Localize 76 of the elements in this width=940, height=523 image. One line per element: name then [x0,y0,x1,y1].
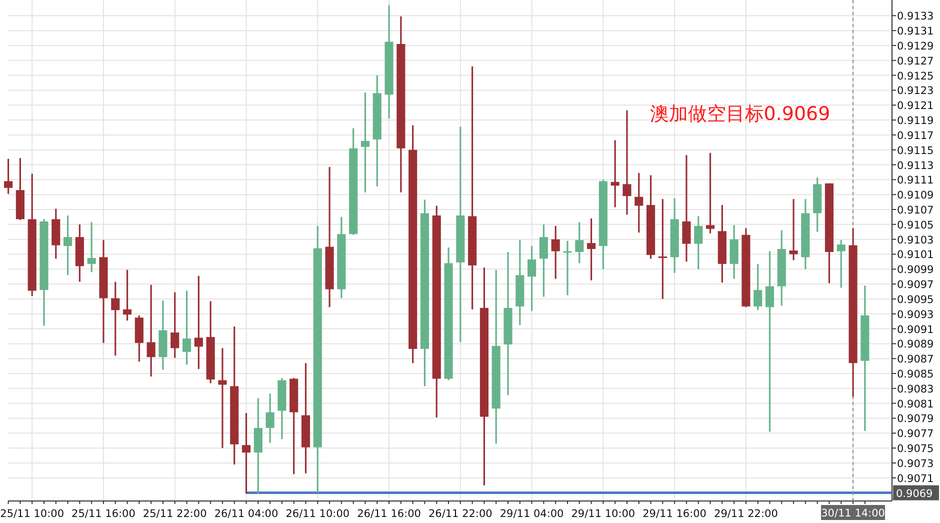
candlestick [122,269,132,322]
y-tick-label: 0.9101 [897,249,934,262]
y-tick-label: 0.9095 [897,294,934,306]
x-tick-label: 29/11 10:00 [571,508,636,520]
candlestick [4,158,13,195]
y-tick-label: 0.9097 [897,279,934,292]
candlestick [587,218,596,282]
y-tick-label: 0.9119 [897,115,934,128]
x-tick-label: 30/11 14:00 [821,508,885,520]
x-tick-label: 26/11 10:00 [286,508,350,520]
y-tick-label: 0.9073 [897,458,934,470]
y-tick-label: 0.9109 [897,190,934,202]
y-tick-label: 0.9121 [897,100,934,112]
y-tick-label: 0.9091 [897,324,934,336]
y-tick-label: 0.9079 [897,413,934,426]
y-tick-label: 0.9089 [897,338,934,351]
candlestick [682,154,691,262]
candlestick [360,92,370,194]
y-tick-label: 0.9111 [897,174,934,187]
y-tick-label: 0.9087 [897,354,934,366]
y-tick-label: 0.9113 [897,160,934,172]
y-tick-label: 0.9117 [897,130,934,142]
y-tick-label: 0.9099 [897,264,934,276]
x-tick-label: 29/11 04:00 [500,508,564,520]
candlestick [754,263,762,311]
y-tick-label: 0.9133 [897,10,934,23]
annotation: 澳加做空目标0.9069 [650,103,830,125]
candlestick [170,291,180,359]
y-tick-label: 0.9129 [897,40,934,52]
candlestick [182,290,192,366]
candlestick [575,221,584,264]
x-tick-label: 26/11 22:00 [428,508,492,520]
y-tick-label: 0.9083 [897,383,934,396]
candlestick [789,198,798,261]
x-tick-label: 25/11 16:00 [72,508,136,520]
candlestick [765,250,774,432]
candlestick [706,152,715,234]
y-tick-label: 0.9107 [897,204,934,216]
y-tick-label: 0.9115 [897,144,934,157]
candlestick [194,275,203,370]
y-tick-label: 0.9077 [897,428,934,440]
y-tick-label: 0.9127 [897,55,934,68]
candlestick [658,198,667,300]
y-tick-label: 0.9071 [897,472,934,485]
candlestick [563,240,572,296]
candlestick [146,284,156,378]
x-tick-label: 26/11 16:00 [357,508,421,520]
y-tick-label: 0.9105 [897,219,934,232]
candlestick [694,215,703,270]
y-tick-label: 0.9125 [897,70,934,82]
y-tick-label: 0.9075 [897,443,934,456]
y-tick-label: 0.9081 [897,398,934,410]
x-tick-label: 29/11 22:00 [714,508,778,520]
candlestick [610,139,620,208]
candlestick [551,225,560,280]
y-tick-label: 0.9093 [897,308,934,321]
y-tick-label: 0.9123 [897,85,934,98]
y-tick-label: 0.9085 [897,368,934,381]
candlestick [634,172,644,234]
candlestick [218,347,227,449]
candlestick [87,221,96,273]
candlestick [528,245,536,312]
y-tick-label: 0.9103 [897,234,934,246]
candlestick [622,110,632,216]
candlestick [64,214,72,276]
x-tick-label: 25/11 10:00 [0,508,64,520]
y-tick-label: 0.9131 [897,26,934,38]
candlestick [111,281,120,356]
candlestick [539,224,548,298]
x-tick-label: 29/11 16:00 [642,508,706,520]
candlestick [836,239,846,289]
candlestick [266,392,274,444]
ref-line-label: 0.9069 [896,488,933,500]
candlestick [242,412,251,494]
x-tick-label: 26/11 04:00 [214,508,278,520]
x-tick-label: 25/11 22:00 [142,508,207,520]
